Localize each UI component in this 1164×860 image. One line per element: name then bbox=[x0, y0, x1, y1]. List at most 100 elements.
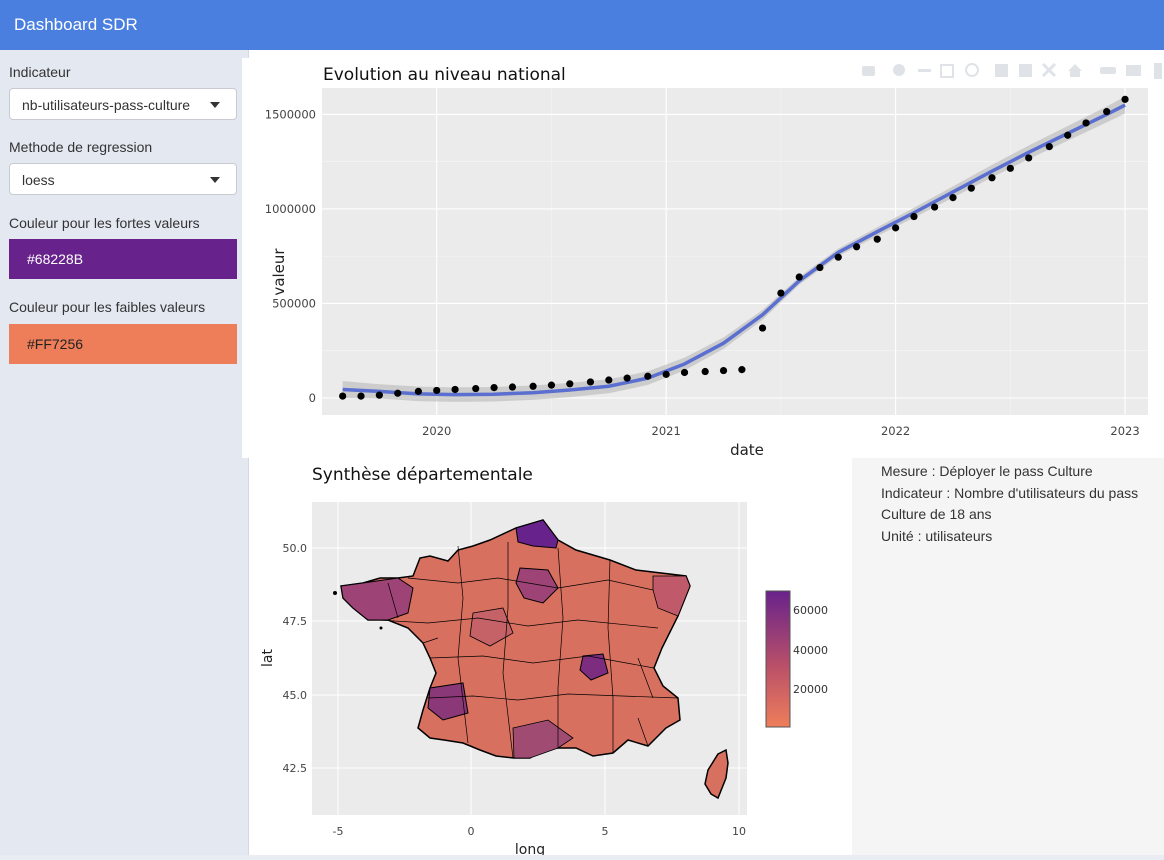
home-icon[interactable] bbox=[1068, 64, 1082, 77]
legend-tick: 60000 bbox=[793, 604, 828, 617]
low-color-input[interactable]: #FF7256 bbox=[9, 324, 237, 364]
x-tick-label: 2022 bbox=[881, 424, 910, 438]
zoom-out-icon[interactable] bbox=[1019, 64, 1032, 77]
data-point[interactable] bbox=[719, 366, 728, 375]
y-tick-label: 1500000 bbox=[265, 107, 316, 121]
data-point[interactable] bbox=[949, 194, 957, 202]
legend-tick: 20000 bbox=[793, 683, 828, 696]
info-unite: Unité : utilisateurs bbox=[881, 527, 993, 544]
map-title: Synthèse départementale bbox=[312, 465, 533, 485]
confidence-ribbon bbox=[342, 96, 1126, 402]
high-color-label: Couleur pour les fortes valeurs bbox=[9, 215, 200, 231]
data-point[interactable] bbox=[892, 224, 900, 232]
data-point[interactable] bbox=[816, 263, 824, 272]
zoom-icon[interactable] bbox=[893, 64, 905, 76]
map-y-tick: 47.5 bbox=[283, 615, 308, 628]
compare-icon[interactable] bbox=[1126, 65, 1141, 76]
plotly-logo-icon[interactable] bbox=[1154, 63, 1162, 79]
indicator-label: Indicateur bbox=[9, 64, 71, 80]
data-point[interactable] bbox=[662, 370, 670, 378]
data-point[interactable] bbox=[1045, 142, 1053, 151]
plot-toolbar bbox=[862, 62, 1162, 79]
region-gironde bbox=[427, 682, 469, 721]
region-nouvelle bbox=[469, 607, 514, 647]
camera-icon[interactable] bbox=[862, 66, 875, 76]
data-point[interactable] bbox=[795, 273, 803, 281]
data-point[interactable] bbox=[414, 387, 422, 395]
low-color-label: Couleur pour les faibles valeurs bbox=[9, 299, 206, 315]
data-point[interactable] bbox=[1082, 119, 1090, 127]
data-point[interactable] bbox=[1064, 131, 1072, 139]
legend-tick: 40000 bbox=[793, 644, 828, 657]
x-axis-label: date bbox=[730, 441, 764, 458]
data-point[interactable] bbox=[777, 289, 785, 297]
data-point[interactable] bbox=[566, 380, 574, 388]
data-point[interactable] bbox=[490, 383, 498, 392]
data-point[interactable] bbox=[1006, 164, 1014, 172]
autoscale-icon[interactable] bbox=[1041, 62, 1057, 78]
data-point[interactable] bbox=[680, 368, 689, 377]
high-color-input[interactable]: #68228B bbox=[9, 239, 237, 279]
map-x-tick: 5 bbox=[602, 825, 609, 838]
data-point[interactable] bbox=[758, 324, 767, 332]
data-point[interactable] bbox=[433, 386, 441, 395]
regression-select[interactable]: loess bbox=[9, 163, 237, 195]
indicator-select-value: nb-utilisateurs-pass-culture bbox=[22, 97, 191, 113]
data-point[interactable] bbox=[472, 384, 480, 393]
data-point[interactable] bbox=[451, 385, 459, 394]
department-map: Synthèse départementale bbox=[260, 465, 828, 858]
region-bretagne bbox=[340, 577, 414, 621]
region-nord bbox=[515, 519, 559, 549]
data-point[interactable] bbox=[931, 203, 939, 211]
department-borders bbox=[377, 542, 679, 759]
data-point[interactable] bbox=[644, 372, 652, 380]
map-y-tick: 45.0 bbox=[283, 689, 308, 702]
map-y-tick: 50.0 bbox=[283, 542, 308, 555]
data-point[interactable] bbox=[701, 367, 709, 376]
map-x-tick: -5 bbox=[333, 825, 344, 838]
data-point[interactable] bbox=[375, 391, 383, 399]
zoom-in-icon[interactable] bbox=[995, 64, 1008, 77]
x-tick-label: 2023 bbox=[1110, 424, 1139, 438]
spike-lines-icon[interactable] bbox=[1100, 67, 1116, 74]
data-point[interactable] bbox=[1025, 154, 1033, 162]
data-point[interactable] bbox=[394, 389, 402, 397]
box-select-icon[interactable] bbox=[940, 64, 954, 78]
high-color-value: #68228B bbox=[27, 251, 84, 267]
data-point[interactable] bbox=[967, 184, 975, 192]
data-point[interactable] bbox=[853, 243, 861, 251]
map-y-tick: 42.5 bbox=[283, 762, 308, 775]
indicator-select[interactable]: nb-utilisateurs-pass-culture bbox=[9, 88, 237, 120]
map-x-label: long bbox=[515, 842, 545, 855]
data-point[interactable] bbox=[623, 374, 631, 382]
data-point[interactable] bbox=[1103, 108, 1111, 116]
region-rhone bbox=[579, 653, 609, 681]
lasso-icon[interactable] bbox=[965, 63, 979, 77]
pan-icon[interactable] bbox=[918, 69, 931, 72]
data-point[interactable] bbox=[339, 392, 347, 400]
data-point[interactable] bbox=[1121, 95, 1129, 103]
color-legend-ticks: 60000 40000 20000 bbox=[793, 604, 828, 696]
indicator-info-panel: Mesure : Déployer le pass Culture Indica… bbox=[852, 458, 1164, 855]
data-point[interactable] bbox=[586, 378, 595, 386]
y-tick-label: 500000 bbox=[272, 296, 316, 310]
data-point[interactable] bbox=[910, 212, 918, 221]
data-point[interactable] bbox=[834, 253, 842, 261]
data-point[interactable] bbox=[529, 382, 537, 390]
info-indicateur-line2: Culture de 18 ans bbox=[881, 506, 992, 522]
app-title: Dashboard SDR bbox=[14, 15, 138, 34]
data-point[interactable] bbox=[357, 392, 365, 400]
data-point[interactable] bbox=[988, 174, 996, 182]
data-point[interactable] bbox=[738, 366, 746, 374]
national-chart: Evolution au niveau national 0 500000 1000… bbox=[265, 62, 1162, 459]
x-tick-label: 2020 bbox=[422, 424, 451, 438]
info-indicateur-line1: Indicateur : Nombre d'utilisateurs du pa… bbox=[881, 484, 1139, 501]
data-point[interactable] bbox=[873, 235, 881, 243]
data-point[interactable] bbox=[547, 381, 556, 389]
data-points bbox=[339, 95, 1129, 400]
confidence-band bbox=[342, 96, 1126, 402]
region-paris bbox=[515, 567, 559, 604]
data-point[interactable] bbox=[508, 383, 517, 391]
chevron-down-icon bbox=[210, 102, 220, 108]
data-point[interactable] bbox=[605, 376, 613, 384]
